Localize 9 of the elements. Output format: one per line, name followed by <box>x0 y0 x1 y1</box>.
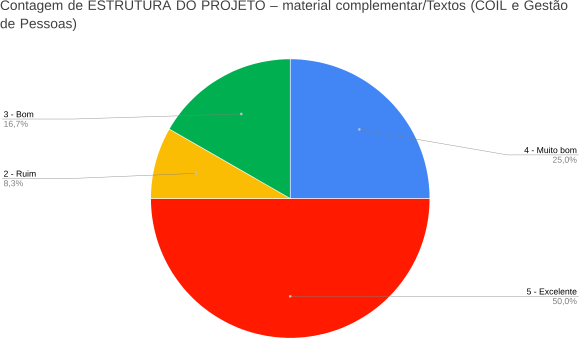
slice-label: 2 - Ruim <box>4 170 36 176</box>
data-label: 16,7% <box>4 120 28 128</box>
data-label: 8,3% <box>4 180 23 188</box>
data-label: 50,0% <box>552 298 577 305</box>
data-label: 25,0% <box>552 156 577 164</box>
slice-label: 5 - Excelente <box>526 288 577 294</box>
slice-label: 3 - Bom <box>4 110 34 118</box>
chart-title: Contagem de ESTRUTURA DO PROJETO – material complementar/Textos (COIL e Gestão de Pessoas) <box>0 0 568 31</box>
slice-label: 4 - Muito bom <box>524 146 576 153</box>
